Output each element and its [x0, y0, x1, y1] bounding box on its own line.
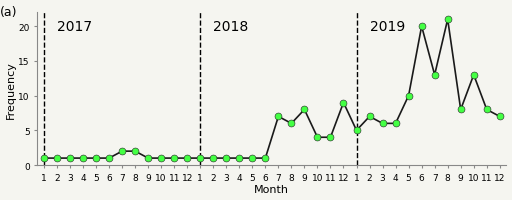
Point	[274, 115, 283, 118]
Point	[183, 157, 191, 160]
Point	[118, 150, 126, 153]
Point	[483, 108, 491, 112]
Point	[326, 136, 334, 139]
Point	[170, 157, 178, 160]
Point	[352, 129, 360, 132]
Point	[404, 95, 413, 98]
Point	[457, 108, 465, 112]
Point	[157, 157, 165, 160]
Point	[53, 157, 61, 160]
Point	[261, 157, 269, 160]
Point	[496, 115, 504, 118]
Point	[339, 101, 348, 105]
Point	[235, 157, 243, 160]
Point	[378, 122, 387, 125]
Text: 2017: 2017	[57, 20, 92, 34]
Point	[131, 150, 139, 153]
Text: 2018: 2018	[214, 20, 248, 34]
Point	[417, 25, 425, 29]
Text: 2019: 2019	[370, 20, 405, 34]
Point	[66, 157, 74, 160]
Point	[79, 157, 87, 160]
Point	[196, 157, 204, 160]
Point	[92, 157, 100, 160]
Point	[248, 157, 257, 160]
Point	[392, 122, 400, 125]
X-axis label: Month: Month	[254, 185, 289, 194]
Point	[313, 136, 322, 139]
Point	[105, 157, 113, 160]
Text: (a): (a)	[0, 6, 17, 19]
Point	[144, 157, 152, 160]
Point	[209, 157, 218, 160]
Point	[40, 157, 48, 160]
Point	[443, 19, 452, 22]
Point	[431, 74, 439, 77]
Point	[470, 74, 478, 77]
Point	[366, 115, 374, 118]
Point	[287, 122, 295, 125]
Point	[222, 157, 230, 160]
Y-axis label: Frequency: Frequency	[6, 60, 15, 118]
Point	[301, 108, 309, 112]
